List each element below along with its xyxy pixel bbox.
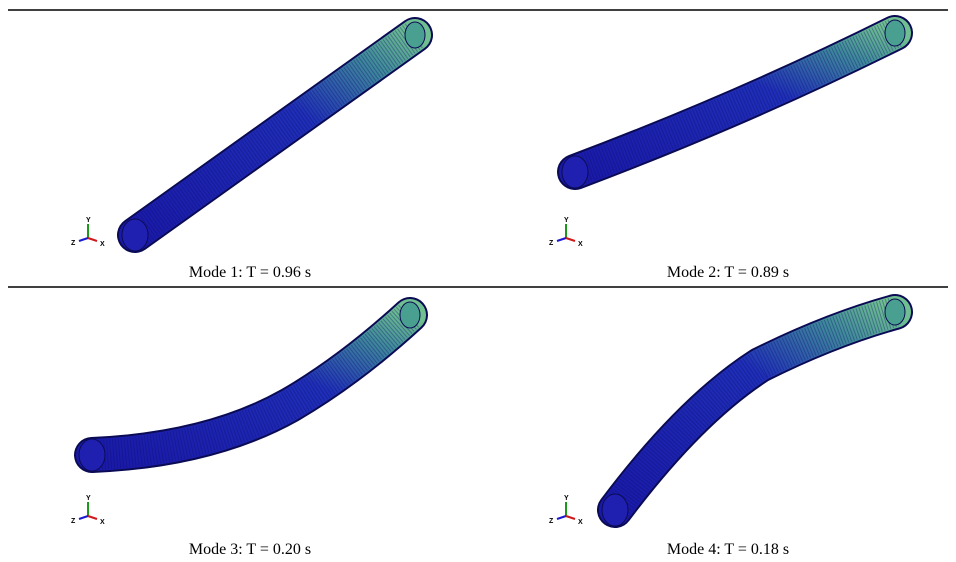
triad-label: X [100,519,105,526]
triad-x [566,516,575,519]
triad-label: Z [71,518,76,525]
pipe-end [400,302,420,328]
triad-label: Z [549,518,554,525]
triad-z [557,516,566,519]
axis-triad: Y Z X [71,217,105,248]
triad-label: Y [564,495,569,502]
triad-label: Z [71,240,76,247]
axis-triad: Y Z X [549,217,583,248]
caption: Mode 4: T = 0.18 s [667,541,789,558]
caption: Mode 1: T = 0.96 s [189,264,311,281]
axis-triad: Y Z X [549,495,583,526]
panel: Y Z X Mode 1: T = 0.96 s [71,22,425,281]
pipe-end [122,219,148,251]
triad-z [79,516,88,519]
triad-label: X [578,519,583,526]
caption: Mode 2: T = 0.89 s [667,264,789,281]
triad-label: X [578,241,583,248]
triad-label: Y [564,217,569,224]
pipe [615,312,895,510]
pipe-end [405,22,425,48]
caption: Mode 3: T = 0.20 s [189,541,311,558]
panel: Y Z X Mode 2: T = 0.89 s [549,20,905,281]
triad-z [79,238,88,241]
triad-x [566,238,575,241]
triad-label: Y [86,495,91,502]
triad-label: Z [549,240,554,247]
panel: Y Z X Mode 4: T = 0.18 s [549,299,905,558]
axis-triad: Y Z X [71,495,105,526]
pipe-end [602,494,628,526]
pipe-end [885,299,905,325]
triad-z [557,238,566,241]
triad-x [88,238,97,241]
triad-label: X [100,241,105,248]
pipe-end [79,439,105,471]
pipe-end [885,20,905,46]
triad-x [88,516,97,519]
triad-label: Y [86,217,91,224]
pipe-end [562,156,588,188]
panel: Y Z X Mode 3: T = 0.20 s [71,302,420,558]
figure: Y Z X Mode 1: T = 0.96 s Y Z X Mode 2: T = 0.89… [0,0,956,562]
